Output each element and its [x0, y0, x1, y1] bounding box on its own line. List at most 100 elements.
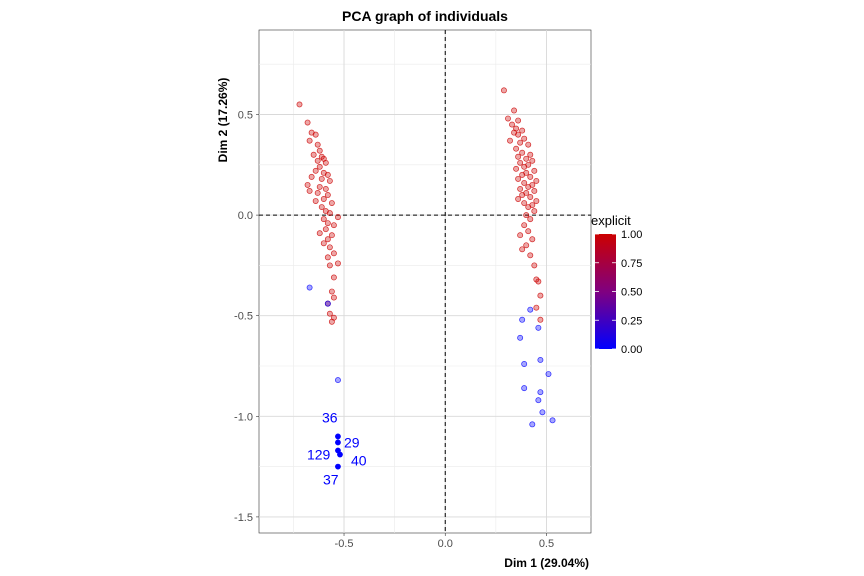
data-point: [324, 220, 331, 227]
legend-tick-label: 0.50: [621, 287, 642, 299]
data-point: [527, 194, 534, 200]
data-point: [501, 87, 507, 94]
data-point: [527, 151, 534, 158]
data-point: [537, 292, 544, 299]
data-point: [533, 304, 540, 311]
data-point: [318, 204, 325, 211]
data-point: [531, 167, 538, 174]
data-point: [531, 188, 538, 194]
data-point: [318, 175, 325, 182]
data-point: [509, 121, 515, 128]
data-point: [521, 135, 528, 142]
data-point: [517, 334, 524, 341]
data-point: [529, 236, 536, 243]
data-point: [537, 316, 544, 323]
data-point: [527, 306, 534, 313]
y-axis-ticks: -1.5 -1.0 -0.5 0.0 0.5: [234, 110, 259, 524]
data-point: [511, 107, 518, 114]
data-point: [320, 196, 327, 202]
data-point: [537, 389, 544, 396]
data-point: [322, 226, 329, 233]
data-point: [312, 198, 319, 204]
point-label: 40: [351, 453, 367, 469]
data-point: [328, 232, 335, 239]
data-point: [519, 246, 526, 253]
data-point: [539, 409, 546, 416]
data-point: [519, 149, 526, 156]
data-point: [537, 357, 544, 363]
point-label: 36: [322, 409, 338, 425]
data-point: [314, 141, 321, 148]
data-point: [521, 179, 528, 186]
data-point: [517, 185, 524, 192]
data-point: [316, 147, 323, 154]
point-label: 37: [323, 472, 339, 488]
data-point: [521, 222, 528, 229]
data-point: [513, 165, 520, 172]
data-point: [523, 242, 530, 249]
data-point: [519, 316, 526, 323]
data-point: [322, 185, 329, 192]
data-point: [326, 177, 333, 184]
data-point: [316, 183, 323, 190]
data-point: [515, 196, 522, 202]
labeled-point: [335, 439, 341, 446]
data-point: [529, 157, 536, 164]
data-point: [330, 250, 337, 257]
x-tick-label: 0.5: [539, 538, 554, 550]
legend-colorbar: [595, 234, 616, 349]
x-axis-title: Dim 1 (29.04%): [504, 556, 589, 570]
data-point: [306, 284, 313, 291]
data-point: [335, 377, 341, 384]
grid: [259, 30, 591, 533]
data-point: [304, 119, 311, 126]
data-point: [324, 236, 331, 243]
data-point: [531, 208, 538, 215]
data-point: [328, 288, 335, 295]
data-point: [312, 131, 319, 138]
data-point: [533, 177, 540, 184]
y-tick-label: 0.0: [238, 210, 253, 222]
data-point: [324, 171, 331, 178]
data-point: [308, 173, 315, 180]
data-point: [513, 145, 520, 152]
data-point: [316, 163, 323, 170]
data-point: [310, 151, 317, 158]
data-point: [533, 198, 540, 204]
data-point: [306, 137, 313, 144]
data-point: [328, 318, 335, 325]
data-point: [312, 167, 319, 174]
y-axis-title: Dim 2 (17.26%): [216, 78, 230, 163]
point-label: 29: [344, 434, 360, 450]
data-point: [515, 175, 522, 182]
data-point: [521, 163, 528, 170]
data-point: [519, 171, 526, 178]
data-point: [304, 181, 311, 188]
data-point: [330, 294, 337, 301]
data-point: [535, 324, 542, 331]
legend-ticks: 1.00 0.75 0.50 0.25 0.00: [595, 229, 642, 356]
data-point: [326, 210, 333, 217]
labeled-point: [337, 451, 343, 458]
chart-title: PCA graph of individuals: [342, 8, 508, 24]
data-point: [515, 153, 522, 160]
data-point: [324, 300, 331, 307]
legend-tick-label: 0.00: [621, 344, 642, 356]
y-tick-label: 0.5: [238, 110, 253, 122]
labeled-point: [335, 433, 341, 440]
data-point: [525, 204, 532, 211]
point-labels: 36 29 129 40 37: [307, 409, 367, 487]
data-point: [527, 216, 534, 223]
data-point: [517, 139, 524, 146]
data-point: [314, 157, 321, 164]
data-point: [521, 200, 528, 206]
data-point: [535, 278, 542, 285]
points-layer: [296, 87, 556, 470]
data-point: [545, 371, 552, 378]
data-point: [521, 385, 528, 392]
data-point: [523, 155, 530, 162]
y-tick-label: -1.5: [234, 512, 253, 524]
data-point: [519, 192, 526, 198]
data-point: [324, 254, 331, 261]
legend-tick-label: 1.00: [621, 229, 642, 241]
